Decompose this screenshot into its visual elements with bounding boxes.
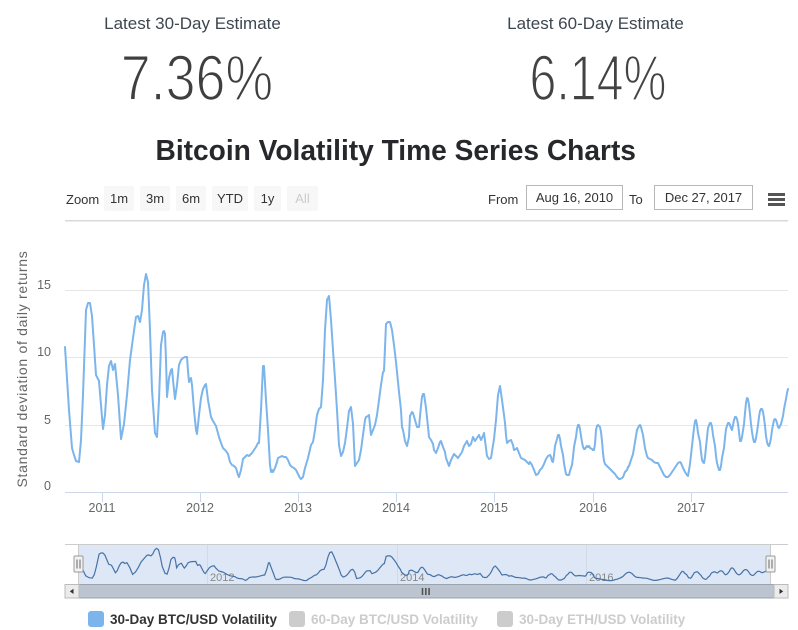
svg-text:10: 10 [37, 345, 51, 359]
svg-text:2013: 2013 [284, 501, 312, 515]
svg-text:2015: 2015 [480, 501, 508, 515]
svg-text:15: 15 [37, 278, 51, 292]
svg-text:2016: 2016 [579, 501, 607, 515]
svg-text:2012: 2012 [210, 572, 234, 584]
svg-text:2017: 2017 [677, 501, 705, 515]
svg-text:2011: 2011 [89, 501, 116, 515]
svg-text:Standard deviation of daily re: Standard deviation of daily returns [14, 251, 30, 488]
svg-text:0: 0 [44, 479, 51, 493]
svg-text:5: 5 [44, 413, 51, 427]
svg-text:2012: 2012 [186, 501, 214, 515]
svg-text:2014: 2014 [382, 501, 410, 515]
